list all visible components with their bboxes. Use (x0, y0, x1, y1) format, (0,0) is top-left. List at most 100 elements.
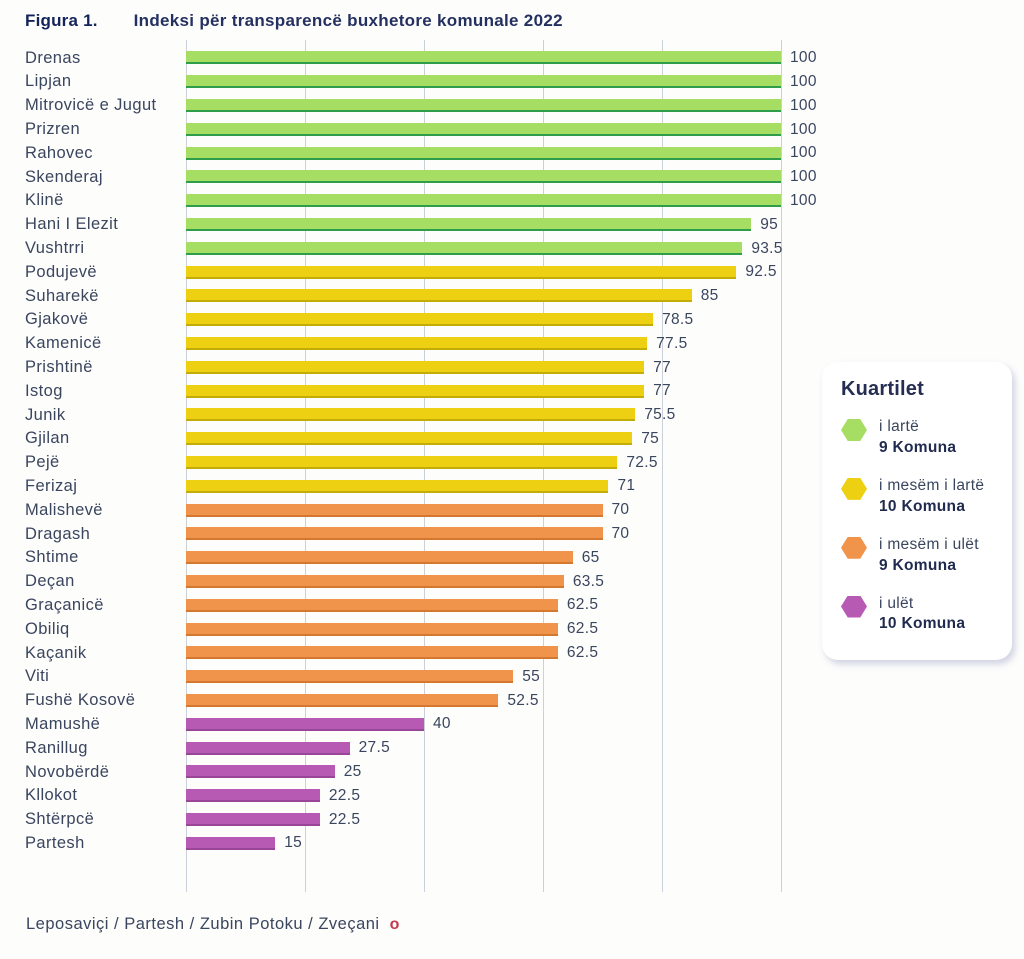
bar-row: Partesh 15 (25, 831, 1020, 855)
bar-row: Mitrovicë e Jugut 100 (25, 94, 1020, 118)
bar-row: Kamenicë 77.5 (25, 332, 1020, 356)
bar (186, 765, 335, 779)
value-label: 27.5 (358, 739, 390, 757)
bar-row: Gjilan 75 (25, 427, 1020, 451)
bar (186, 527, 603, 541)
figure-title: Indeksi për transparencë buxhetore komun… (133, 11, 563, 30)
category-label: Mitrovicë e Jugut (25, 96, 157, 115)
bar (186, 646, 558, 660)
bar-row: Gjakovë 78.5 (25, 308, 1020, 332)
category-label: Partesh (25, 833, 85, 852)
value-label: 70 (611, 525, 630, 543)
bar-row: Pejë 72.5 (25, 451, 1020, 475)
bar (186, 598, 558, 612)
bar-row: Fushë Kosovë 52.5 (25, 689, 1020, 713)
value-label: 22.5 (328, 786, 361, 804)
value-label: 63.5 (572, 572, 605, 590)
figure-titlebar: Figura 1. Indeksi për transparencë buxhe… (25, 11, 563, 31)
legend-count: 9 Komuna (879, 438, 957, 456)
bar (186, 122, 781, 136)
bar (186, 455, 618, 469)
category-label: Suharekë (25, 286, 99, 305)
bar-row: Istog 77 (25, 379, 1020, 403)
value-label: 78.5 (662, 310, 694, 328)
legend-label: i mesëm i ulët (879, 535, 979, 553)
hexagon-icon (841, 536, 867, 559)
bar (186, 551, 573, 565)
category-label: Mamushë (25, 714, 101, 733)
bar-row: Mamushë 40 (25, 712, 1020, 736)
value-label: 100 (790, 49, 817, 67)
legend-item: i ulët 10 Komuna (841, 594, 993, 636)
bar (186, 812, 320, 826)
category-label: Dragash (25, 524, 91, 543)
value-label: 95 (760, 215, 779, 233)
bar-row: Podujevë 92.5 (25, 260, 1020, 284)
bar (186, 51, 781, 65)
bar (186, 574, 564, 588)
bar-row: Obiliq 62.5 (25, 617, 1020, 641)
category-label: Vushtrri (25, 239, 85, 258)
category-label: Drenas (25, 48, 81, 67)
bar (186, 836, 276, 850)
bar (186, 717, 424, 731)
value-label: 100 (790, 96, 817, 114)
footnote-zero-marker: o (389, 916, 400, 933)
value-label: 77 (653, 382, 671, 400)
bar-row: Malishevë 70 (25, 498, 1020, 522)
bar (186, 289, 692, 303)
category-label: Graçanicë (25, 595, 104, 614)
bar-row: Hani I Elezit 95 (25, 213, 1020, 237)
category-label: Kamenicë (25, 334, 102, 353)
category-label: Ranillug (25, 738, 88, 757)
category-label: Prizren (25, 120, 81, 139)
bar (186, 75, 781, 89)
category-label: Rahovec (25, 143, 93, 162)
legend-item: i lartë 9 Komuna (841, 417, 993, 459)
bar-row: Skenderaj 100 (25, 165, 1020, 189)
bar-row: Shtime 65 (25, 546, 1020, 570)
bar (186, 408, 636, 422)
category-label: Klinë (25, 191, 64, 210)
value-label: 25 (343, 763, 362, 781)
bar (186, 670, 514, 684)
hexagon-icon (841, 419, 867, 441)
hexagon-icon (841, 595, 867, 618)
bar-row: Kaçanik 62.5 (25, 641, 1020, 665)
value-label: 62.5 (566, 620, 599, 638)
bar (186, 789, 320, 803)
bar (186, 336, 648, 350)
value-label: 71 (617, 477, 636, 495)
bar-row: Dragash 70 (25, 522, 1020, 546)
value-label: 100 (790, 168, 817, 186)
bar-row: Shtërpcë 22.5 (25, 808, 1020, 832)
bar-row: Graçanicë 62.5 (25, 593, 1020, 617)
legend-count: 9 Komuna (879, 556, 957, 574)
bar-row: Kllokot 22.5 (25, 784, 1020, 808)
bar-row: Viti 55 (25, 665, 1020, 689)
value-label: 100 (790, 72, 817, 90)
category-label: Fushë Kosovë (25, 691, 136, 710)
value-label: 52.5 (507, 691, 539, 709)
bar (186, 479, 609, 493)
footnote: Leposaviçi / Partesh / Zubin Potoku / Zv… (26, 915, 400, 934)
bar (186, 432, 633, 446)
bar (186, 622, 558, 636)
bar (186, 384, 645, 398)
bar (186, 693, 499, 707)
value-label: 100 (790, 144, 817, 162)
bar (186, 241, 743, 255)
category-label: Ferizaj (25, 476, 78, 495)
legend-item: i mesëm i lartë 10 Komuna (841, 476, 993, 518)
value-label: 22.5 (328, 810, 361, 828)
category-label: Lipjan (25, 72, 72, 91)
value-label: 75 (641, 429, 660, 447)
bar-rows: Drenas 100 Lipjan 100 Mitrovicë e Jugut 100 Pr… (25, 46, 1020, 855)
bar-row: Vushtrri 93.5 (25, 236, 1020, 260)
legend-count: 10 Komuna (879, 615, 966, 633)
bar-row: Rahovec 100 (25, 141, 1020, 165)
value-label: 40 (433, 715, 451, 733)
category-label: Viti (25, 667, 50, 686)
category-label: Shtërpcë (25, 810, 95, 829)
bar-row: Prishtinë 77 (25, 355, 1020, 379)
